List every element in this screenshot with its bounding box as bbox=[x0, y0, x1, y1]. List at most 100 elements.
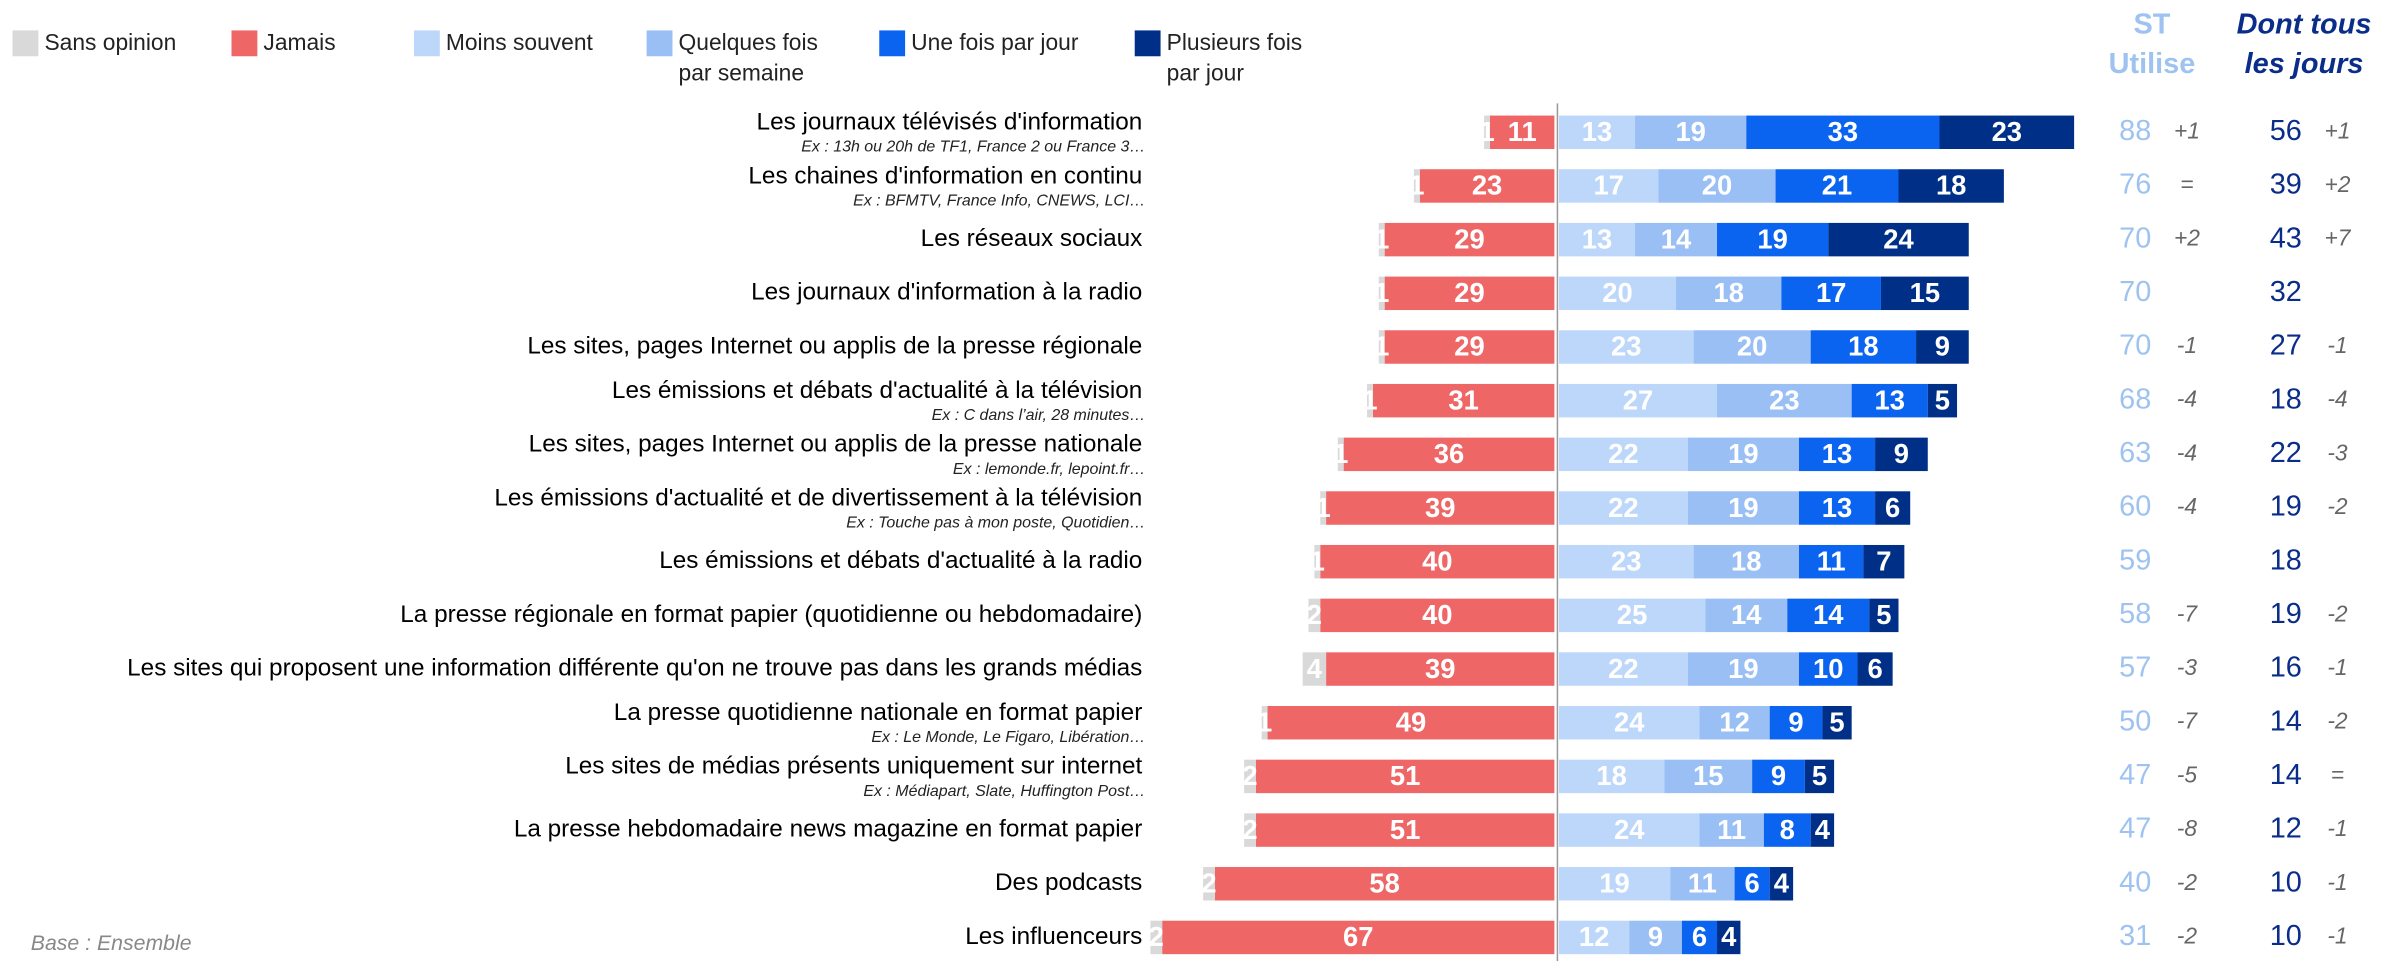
bar-segment bbox=[1857, 652, 1893, 686]
column-change: -1 bbox=[2327, 869, 2347, 895]
value-label: 11 bbox=[1688, 868, 1717, 899]
bar-segment bbox=[1804, 759, 1835, 794]
value-label: 10 bbox=[1813, 653, 1843, 684]
column-value: 70 bbox=[2119, 330, 2151, 362]
value-label: 6 bbox=[1867, 653, 1882, 684]
bar-segment bbox=[1787, 598, 1870, 633]
legend-label: Plusieurs fois par jour bbox=[1167, 29, 1303, 85]
bar-segment bbox=[1314, 544, 1321, 579]
category-label: La presse hebdomadaire news magazine en … bbox=[514, 816, 1142, 843]
bar-segment bbox=[1484, 115, 1490, 150]
bar-segment bbox=[1880, 276, 1969, 311]
column-value: 19 bbox=[2270, 491, 2302, 523]
value-label: 19 bbox=[1728, 438, 1758, 469]
value-label: 22 bbox=[1608, 653, 1638, 684]
category-label: Les sites de médias présents uniquement … bbox=[565, 753, 1142, 780]
column-value: 47 bbox=[2119, 759, 2151, 791]
bar-segment bbox=[1717, 920, 1741, 955]
value-label: 4 bbox=[1721, 921, 1737, 952]
value-label: 25 bbox=[1617, 599, 1647, 630]
legend-line: Plusieurs fois bbox=[1167, 29, 1303, 55]
bar-segment bbox=[1781, 276, 1881, 311]
bar-segment bbox=[1367, 383, 1373, 418]
bar-segment bbox=[1384, 276, 1555, 311]
column-change: = bbox=[2180, 171, 2193, 197]
value-label: 24 bbox=[1883, 223, 1914, 254]
category-sublabel: Ex : Le Monde, Le Figaro, Libération… bbox=[871, 729, 1145, 746]
bar-segment bbox=[1558, 169, 1659, 203]
legend-line: Moins souvent bbox=[446, 29, 594, 55]
bar-segment bbox=[1687, 437, 1799, 472]
value-label: 12 bbox=[1579, 921, 1609, 952]
bar-segment bbox=[1687, 652, 1799, 686]
value-label: 15 bbox=[1693, 760, 1723, 791]
value-label: 20 bbox=[1702, 170, 1732, 201]
column-value: 76 bbox=[2119, 169, 2151, 201]
value-label: 19 bbox=[1728, 492, 1758, 523]
column-change: -7 bbox=[2177, 600, 2199, 626]
column-change: -1 bbox=[2327, 332, 2347, 358]
value-label: 1 bbox=[1362, 384, 1377, 415]
bar-segment bbox=[1384, 330, 1555, 364]
value-label: 33 bbox=[1828, 116, 1858, 147]
category-label: Des podcasts bbox=[995, 869, 1142, 896]
bar-segment bbox=[1558, 491, 1688, 525]
column-change: +1 bbox=[2174, 117, 2200, 143]
bar-segment bbox=[1635, 222, 1718, 257]
category-label: Les émissions d'actualité et de divertis… bbox=[494, 484, 1142, 511]
bar-segment bbox=[1378, 330, 1385, 364]
legend-label: Sans opinion bbox=[44, 29, 176, 55]
column-value: 14 bbox=[2270, 759, 2302, 791]
column-change: -4 bbox=[2177, 493, 2197, 519]
value-label: 29 bbox=[1454, 331, 1484, 362]
value-label: 13 bbox=[1822, 438, 1852, 469]
category-label: Les émissions et débats d'actualité à la… bbox=[612, 377, 1142, 404]
value-label: 23 bbox=[1472, 170, 1502, 201]
column-change: -1 bbox=[2327, 654, 2347, 680]
column-header: Dont tous bbox=[2237, 8, 2372, 40]
category-label: Les sites qui proposent une information … bbox=[127, 654, 1142, 681]
bar-segment bbox=[1162, 920, 1555, 955]
column-change: +2 bbox=[2174, 225, 2200, 251]
bar-segment bbox=[1927, 383, 1958, 418]
bar-segment bbox=[1775, 169, 1899, 203]
value-label: 24 bbox=[1614, 814, 1645, 845]
value-label: 51 bbox=[1390, 814, 1420, 845]
legend-label: Une fois par jour bbox=[911, 29, 1079, 55]
value-label: 17 bbox=[1593, 170, 1623, 201]
bar-segment bbox=[1558, 222, 1636, 257]
bar-segment bbox=[1372, 383, 1555, 418]
column-change: -4 bbox=[2177, 386, 2197, 412]
value-label: 1 bbox=[1374, 223, 1389, 254]
category-sublabel: Ex : Touche pas à mon poste, Quotidien… bbox=[846, 514, 1145, 531]
bar-segment bbox=[1558, 652, 1688, 686]
value-label: 13 bbox=[1875, 384, 1905, 415]
value-label: 39 bbox=[1425, 653, 1455, 684]
value-label: 18 bbox=[1936, 170, 1966, 201]
value-label: 4 bbox=[1815, 814, 1831, 845]
value-label: 18 bbox=[1731, 545, 1761, 576]
category-sublabel: Ex : Médiapart, Slate, Huffington Post… bbox=[863, 783, 1145, 800]
value-label: 20 bbox=[1602, 277, 1632, 308]
value-label: 1 bbox=[1409, 170, 1424, 201]
value-label: 6 bbox=[1885, 492, 1900, 523]
column-value: 58 bbox=[2119, 598, 2151, 630]
column-change: -1 bbox=[2327, 922, 2347, 948]
legend-swatch bbox=[413, 30, 440, 57]
value-label: 13 bbox=[1582, 116, 1612, 147]
column-value: 22 bbox=[2270, 437, 2302, 469]
bar-segment bbox=[1558, 706, 1700, 740]
value-label: 1 bbox=[1333, 438, 1348, 469]
category-label: Les sites, pages Internet ou applis de l… bbox=[527, 332, 1142, 359]
value-label: 19 bbox=[1599, 868, 1629, 899]
value-label: 1 bbox=[1310, 545, 1325, 576]
legend-label: Moins souvent bbox=[446, 29, 594, 55]
bar-segment bbox=[1798, 652, 1858, 686]
column-value: 40 bbox=[2119, 866, 2151, 898]
bar-segment bbox=[1828, 222, 1969, 257]
bar-segment bbox=[1746, 115, 1940, 150]
bar-segment bbox=[1558, 544, 1694, 579]
category-label: Les émissions et débats d'actualité à la… bbox=[659, 547, 1142, 574]
category-label: La presse régionale en format papier (qu… bbox=[400, 601, 1142, 628]
column-value: 50 bbox=[2119, 705, 2151, 737]
